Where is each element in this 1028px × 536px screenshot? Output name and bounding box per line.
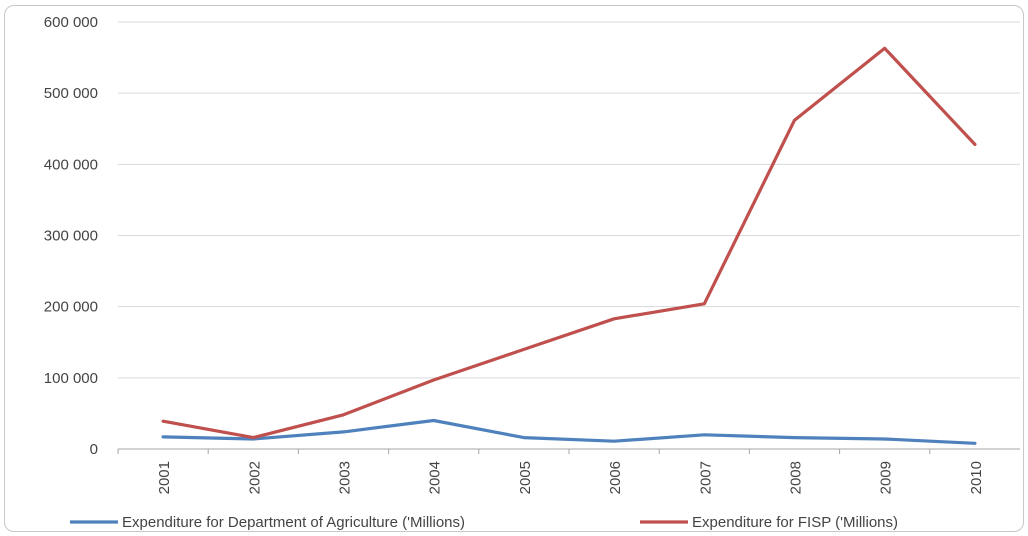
y-tick-label: 200 000 <box>44 299 98 316</box>
y-axis-ticks: 0 100 000 200 000 300 000 400 000 500 000 600 … <box>44 14 98 458</box>
x-tick-label: 2007 <box>697 461 714 494</box>
x-tick-label: 2006 <box>607 461 624 494</box>
x-tick-label: 2003 <box>337 461 354 494</box>
legend-label: Expenditure for Department of Agricultur… <box>122 514 465 531</box>
x-tick-label: 2001 <box>156 461 173 494</box>
legend: Expenditure for Department of Agricultur… <box>70 514 898 531</box>
x-tick-label: 2004 <box>427 461 444 494</box>
series-line-1 <box>161 418 977 445</box>
y-tick-label: 100 000 <box>44 370 98 387</box>
x-tick-label: 2005 <box>517 461 534 494</box>
series-lines <box>161 46 977 445</box>
y-tick-label: 300 000 <box>44 228 98 245</box>
x-tick-label: 2009 <box>878 461 895 494</box>
y-tick-label: 0 <box>90 441 98 458</box>
y-tick-label: 500 000 <box>44 85 98 102</box>
series-line-2 <box>161 46 977 440</box>
y-tick-label: 400 000 <box>44 156 98 173</box>
x-tick-label: 2010 <box>968 461 985 494</box>
x-tick-label: 2002 <box>246 461 263 494</box>
y-tick-label: 600 000 <box>44 14 98 31</box>
legend-label: Expenditure for FISP ('Millions) <box>692 514 898 531</box>
x-axis-ticks: 2001 2002 2003 2004 2005 2006 2007 2008 2009 2010 <box>117 449 985 494</box>
gridlines <box>118 21 1020 379</box>
x-tick-label: 2008 <box>788 461 805 494</box>
